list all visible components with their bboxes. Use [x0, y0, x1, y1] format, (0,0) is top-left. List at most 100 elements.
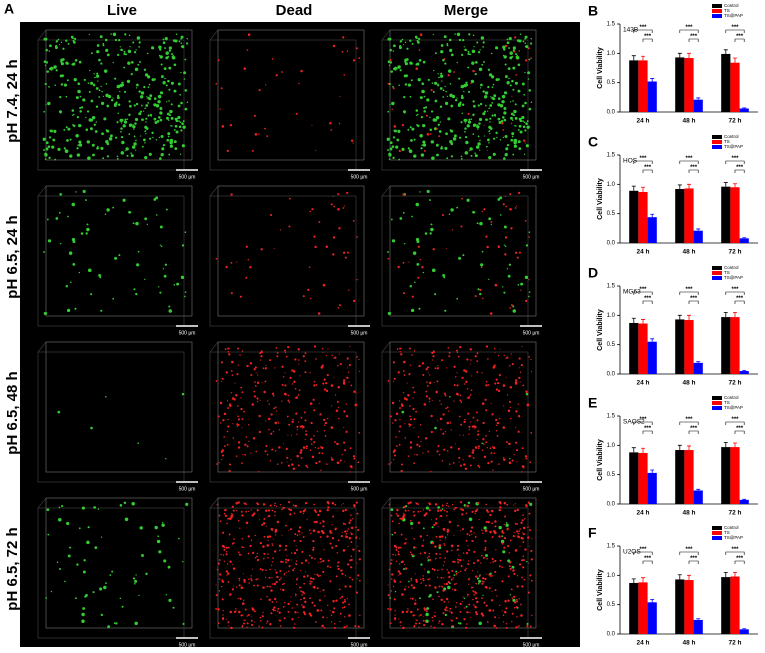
- cell-dot: [355, 536, 357, 538]
- cell-dot: [454, 589, 456, 591]
- cell-dot: [519, 50, 521, 52]
- cell-dot: [529, 59, 531, 61]
- cell-dot: [477, 222, 479, 224]
- cell-dot: [402, 39, 404, 41]
- cell-dot: [106, 208, 109, 211]
- cell-dot: [358, 550, 360, 552]
- cell-dot: [301, 551, 303, 553]
- row-label: pH 6.5, 48 h: [4, 371, 21, 454]
- cell-dot: [107, 625, 110, 628]
- cell-dot: [167, 80, 170, 83]
- scale-bar-label: 500 µm: [351, 486, 368, 492]
- cell-dot: [319, 413, 321, 415]
- cell-dot: [216, 584, 217, 585]
- cell-dot: [505, 358, 506, 359]
- error-bar: [650, 214, 654, 217]
- cell-dot: [493, 625, 496, 628]
- cell-dot: [439, 553, 440, 554]
- cell-dot: [149, 84, 151, 86]
- cell-dot: [431, 431, 433, 433]
- cell-dot: [493, 153, 496, 156]
- cell-dot: [102, 43, 104, 45]
- bar: [638, 324, 647, 374]
- cell-dot: [182, 561, 183, 562]
- cell-dot: [99, 587, 102, 590]
- cell-dot: [492, 558, 494, 560]
- cell-dot: [135, 118, 138, 121]
- cell-dot: [320, 558, 322, 560]
- cell-dot: [389, 38, 392, 41]
- cell-dot: [237, 426, 238, 427]
- cell-dot: [224, 445, 226, 447]
- cell-dot: [228, 581, 230, 583]
- cell-dot: [240, 387, 242, 389]
- cell-dot: [45, 158, 47, 160]
- cell-dot: [96, 121, 97, 122]
- cell-dot: [314, 605, 316, 607]
- cell-dot: [467, 388, 469, 390]
- cell-dot: [136, 103, 138, 105]
- cell-dot: [453, 400, 454, 401]
- cell-dot: [524, 129, 526, 131]
- cell-dot: [92, 591, 94, 593]
- cell-dot: [387, 608, 389, 610]
- cell-dot: [226, 553, 228, 555]
- cell-dot: [485, 409, 487, 411]
- cell-dot: [452, 95, 455, 98]
- cell-dot: [524, 102, 527, 105]
- cell-dot: [353, 142, 354, 143]
- cell-dot: [460, 508, 462, 510]
- cell-dot: [265, 450, 267, 452]
- cell-dot: [477, 352, 479, 354]
- cell-dot: [485, 554, 488, 557]
- cell-dot: [490, 452, 492, 454]
- cell-dot: [410, 611, 413, 614]
- cell-dot: [468, 502, 470, 504]
- cell-dot: [76, 96, 79, 99]
- cell-dot: [393, 361, 395, 363]
- cell-dot: [225, 515, 227, 517]
- cell-dot: [423, 509, 424, 510]
- cell-dot: [276, 74, 278, 76]
- cell-dot: [226, 551, 228, 553]
- cell-dot: [133, 288, 135, 290]
- cell-dot: [349, 537, 352, 540]
- cell-dot: [295, 593, 297, 595]
- cell-dot: [452, 577, 454, 579]
- cell-dot: [467, 595, 468, 596]
- error-bar: [724, 183, 728, 187]
- cell-dot: [336, 410, 337, 411]
- cell-dot: [334, 441, 336, 443]
- cell-dot: [513, 114, 515, 116]
- cell-dot: [420, 582, 422, 584]
- cell-dot: [146, 96, 147, 97]
- cell-dot: [304, 360, 306, 362]
- cell-dot: [395, 436, 397, 438]
- cell-dot: [453, 366, 455, 368]
- cell-dot: [161, 524, 164, 527]
- error-bar: [641, 448, 645, 453]
- cell-dot: [515, 549, 518, 552]
- cell-dot: [527, 393, 528, 394]
- cell-dot: [341, 573, 343, 575]
- cell-dot: [438, 135, 440, 137]
- cell-dot: [410, 520, 412, 522]
- cell-dot: [243, 547, 244, 548]
- cell-dot: [181, 45, 184, 48]
- cell-dot: [299, 375, 300, 376]
- cell-dot: [531, 538, 532, 539]
- cell-dot: [476, 411, 478, 413]
- cell-dot: [412, 598, 414, 600]
- cell-dot: [332, 253, 334, 255]
- cell-dot: [522, 514, 524, 516]
- cell-dot: [352, 579, 354, 581]
- cell-dot: [442, 505, 444, 507]
- cell-dot: [97, 80, 98, 81]
- cell-dot: [502, 286, 503, 287]
- cell-dot: [268, 418, 271, 421]
- cell-dot: [519, 546, 520, 547]
- bar: [684, 320, 693, 374]
- cell-dot: [228, 353, 230, 355]
- cell-dot: [452, 589, 453, 590]
- cell-dot: [408, 84, 411, 87]
